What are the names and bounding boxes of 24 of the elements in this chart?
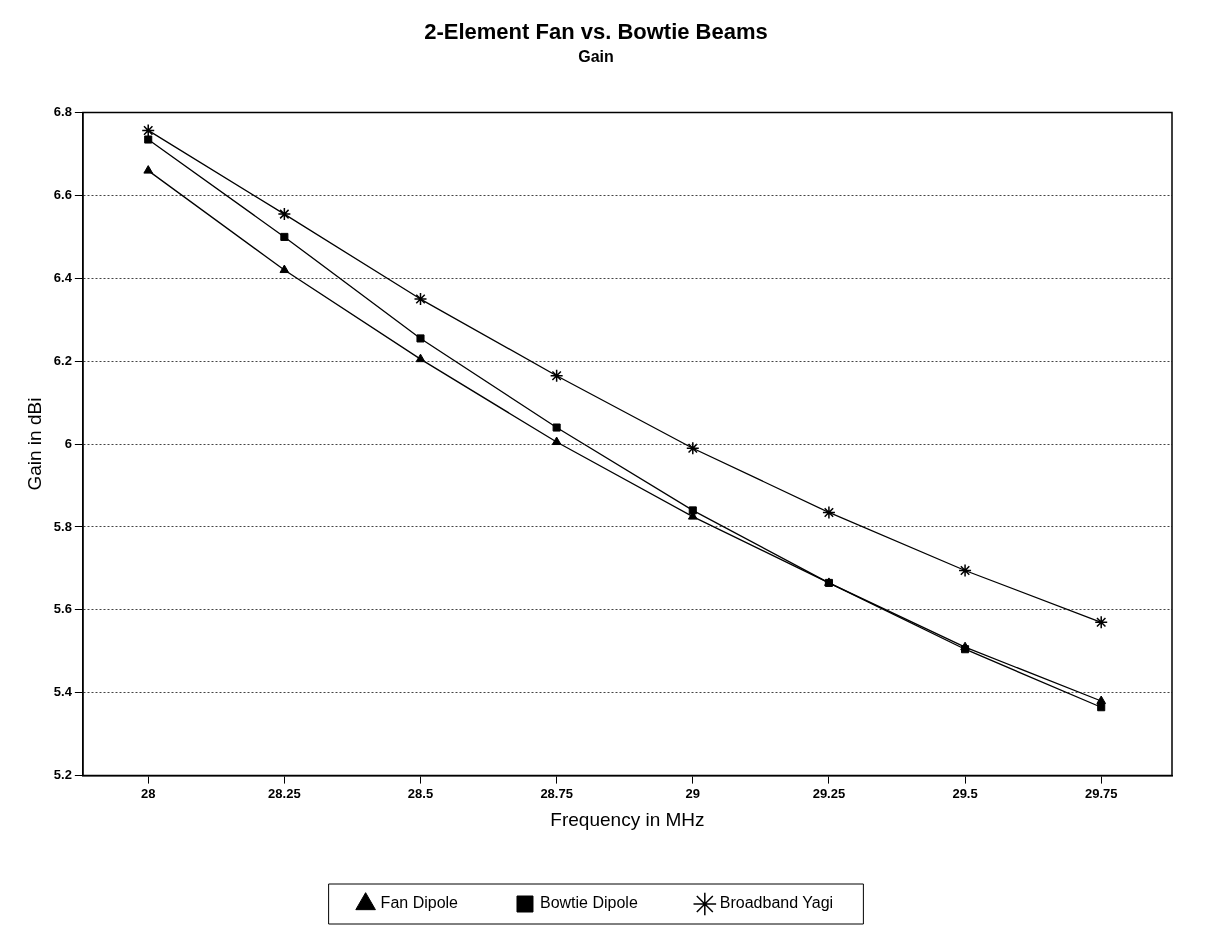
y-tick-label: 6.2 <box>53 352 72 368</box>
x-tick-label: 29 <box>685 785 701 801</box>
legend-label: Broadband Yagi <box>719 894 834 912</box>
legend-label: Fan Dipole <box>380 894 459 912</box>
x-tick-label: 28.5 <box>407 785 434 801</box>
chart-subtitle: Gain <box>578 48 614 66</box>
chart-title: 2-Element Fan vs. Bowtie Beams <box>424 19 768 45</box>
y-tick-label: 5.4 <box>53 684 73 700</box>
y-tick-label: 6.4 <box>53 269 73 285</box>
x-tick-label: 28 <box>140 785 156 801</box>
x-axis-title: Frequency in MHz <box>550 808 705 830</box>
x-tick-label: 29.75 <box>1084 785 1118 801</box>
y-tick-label: 5.2 <box>53 767 72 783</box>
y-tick-label: 5.6 <box>53 601 72 617</box>
y-tick-label: 5.8 <box>53 518 72 534</box>
y-tick-label: 6.8 <box>53 104 72 120</box>
x-tick-label: 28.25 <box>268 785 301 801</box>
y-axis-title: Gain in dBi <box>23 397 45 491</box>
x-tick-label: 29.25 <box>812 785 846 801</box>
y-tick-label: 6.6 <box>53 187 72 203</box>
y-tick-label: 6 <box>64 435 72 451</box>
x-tick-label: 28.75 <box>540 785 573 801</box>
legend-label: Bowtie Dipole <box>539 894 638 912</box>
x-tick-label: 29.5 <box>952 785 978 801</box>
